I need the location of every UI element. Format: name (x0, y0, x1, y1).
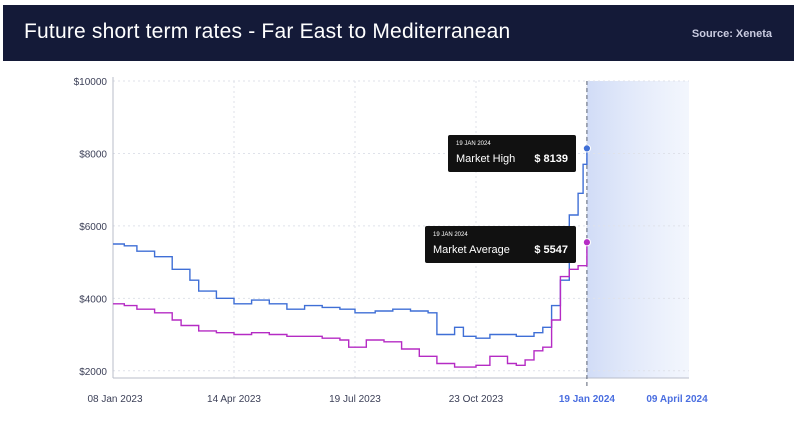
tooltip-date: 19 JAN 2024 (456, 141, 491, 147)
chart-title: Future short term rates - Far East to Me… (24, 20, 511, 43)
tooltip-value: $ 8139 (534, 153, 568, 165)
x-tick-label: 09 April 2024 (646, 394, 708, 405)
y-tick-label: $2000 (79, 367, 107, 378)
x-tick-label: 19 Jan 2024 (559, 394, 616, 405)
x-tick-label: 23 Oct 2023 (449, 394, 504, 405)
future-region (586, 81, 689, 378)
tooltip-value: $ 5547 (534, 244, 568, 256)
x-tick-label: 14 Apr 2023 (207, 394, 261, 405)
tooltip-label: Market High (456, 153, 515, 165)
x-tick-label: 08 Jan 2023 (87, 394, 142, 405)
tooltip-box (425, 226, 576, 263)
tooltip-label: Market Average (433, 244, 510, 256)
source-label: Source: Xeneta (691, 28, 772, 40)
tooltip-date: 19 JAN 2024 (433, 232, 468, 238)
series-end-point (582, 144, 592, 153)
series-line-market-average (113, 242, 588, 368)
series-end-point (582, 238, 592, 247)
y-tick-label: $4000 (79, 294, 107, 305)
y-tick-label: $10000 (74, 77, 108, 88)
y-tick-label: $6000 (79, 222, 107, 233)
x-tick-label: 19 Jul 2023 (329, 394, 381, 405)
chart-header: Future short term rates - Far East to Me… (3, 5, 794, 61)
tooltip-box (448, 135, 576, 172)
series-line-market-high (113, 148, 588, 339)
y-tick-label: $8000 (79, 149, 107, 160)
